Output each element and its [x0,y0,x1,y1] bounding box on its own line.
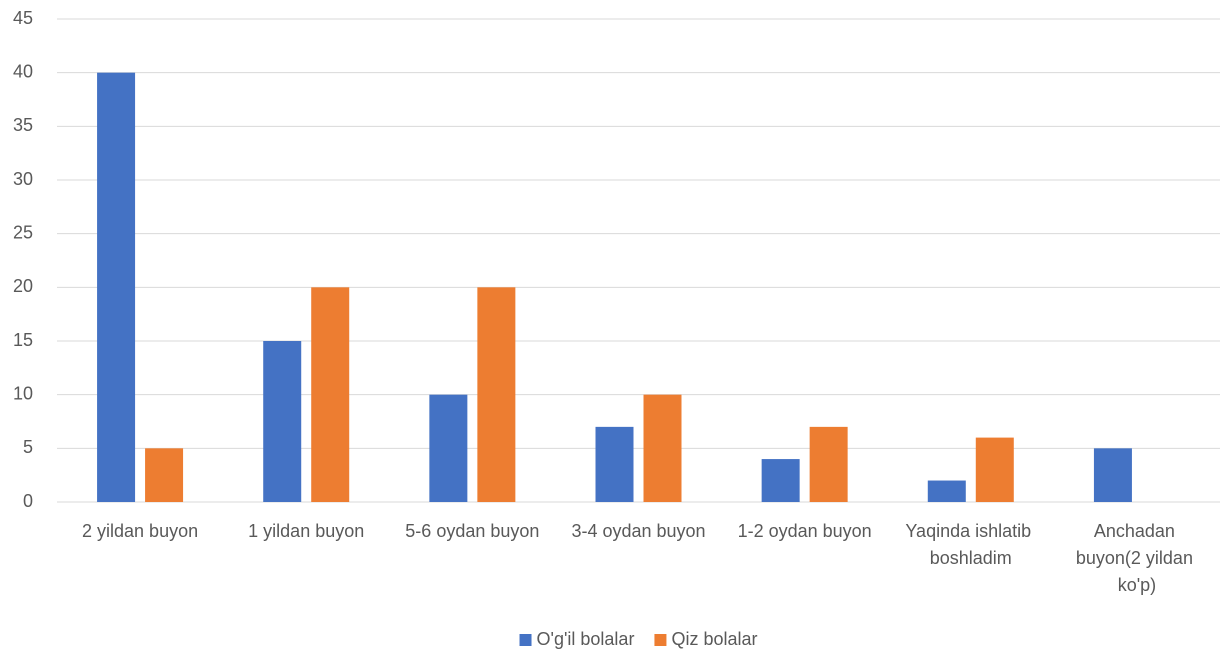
x-tick-label: 5-6 oydan buyon [405,521,539,541]
y-tick-label: 40 [13,61,33,81]
bar [761,459,800,502]
bar [595,426,634,502]
legend-label: Qiz bolalar [671,629,757,649]
y-tick-label: 20 [13,276,33,296]
bar [311,287,350,502]
y-tick-label: 25 [13,222,33,242]
y-tick-label: 30 [13,169,33,189]
x-tick-label: Anchadan buyon(2 yildan ko'p) [1076,521,1198,595]
y-tick-label: 45 [13,8,33,28]
y-tick-label: 0 [23,491,33,511]
y-tick-label: 5 [23,437,33,457]
bar [97,72,136,503]
legend-swatch [654,634,667,646]
bar [1093,448,1132,502]
legend-item: Qiz bolalar [654,629,757,649]
bar [477,287,516,502]
legend-label: O'g'il bolalar [537,629,635,649]
legend-item: O'g'il bolalar [519,629,635,649]
x-tick-label: 3-4 oydan buyon [571,521,705,541]
y-tick-label: 35 [13,115,33,135]
y-tick-label: 15 [13,330,33,350]
bar [145,448,184,502]
bar [429,394,468,502]
x-tick-label: 1-2 oydan buyon [738,521,872,541]
bar [975,437,1014,502]
x-tick-label: 1 yildan buyon [248,521,364,541]
x-tick-label: 2 yildan buyon [82,521,198,541]
bar [643,394,682,502]
bar [263,341,302,502]
y-tick-label: 10 [13,383,33,403]
bar [809,426,848,502]
bar [927,480,966,502]
legend-swatch [519,634,532,646]
x-tick-label: Yaqinda ishlatib boshladim [905,521,1036,568]
